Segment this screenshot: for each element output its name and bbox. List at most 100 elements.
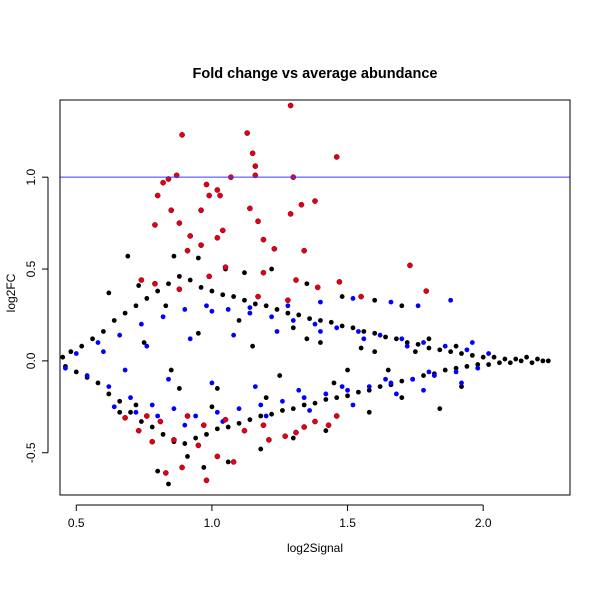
scatter-point-3-12 <box>160 179 166 186</box>
scatter-point-1-130 <box>176 386 182 391</box>
scatter-point-3-71 <box>333 413 340 419</box>
scatter-point-1-131 <box>209 404 215 410</box>
scatter-point-2-47 <box>231 332 237 338</box>
scatter-point-1-31 <box>220 292 226 298</box>
scatter-point-1-92 <box>125 253 131 259</box>
y-tick-label: -0.5 <box>24 442 38 463</box>
scatter-point-2-43 <box>144 343 150 349</box>
scatter-point-1-96 <box>195 255 201 261</box>
scatter-point-1-79 <box>480 354 486 360</box>
scatter-point-1-74 <box>453 365 459 371</box>
scatter-point-2-13 <box>193 413 199 419</box>
scatter-point-2-30 <box>377 332 383 338</box>
scatter-point-2-20 <box>269 314 274 320</box>
scatter-point-1-64 <box>399 378 405 384</box>
scatter-point-1-112 <box>331 380 337 386</box>
scatter-point-1-113 <box>358 345 364 351</box>
scatter-point-1-73 <box>448 349 454 355</box>
scatter-point-1-89 <box>535 356 540 362</box>
scatter-point-1-105 <box>141 340 147 345</box>
scatter-point-3-70 <box>122 414 128 421</box>
scatter-point-1-48 <box>312 400 318 406</box>
scatter-point-2-67 <box>155 413 161 419</box>
scatter-point-3-72 <box>325 422 332 429</box>
y-axis: -0.5 0.0 0.5 1.0 <box>24 168 49 463</box>
scatter-point-2-42 <box>122 367 128 373</box>
scatter-point-1-52 <box>334 395 340 401</box>
scatter-point-1-80 <box>486 362 492 367</box>
y-tick-label: 0.0 <box>24 352 38 369</box>
scatter-point-1-38 <box>258 413 264 419</box>
scatter-point-3-34 <box>301 247 307 254</box>
scatter-point-2-9 <box>149 402 155 408</box>
scatter-point-1-121 <box>258 446 264 452</box>
scatter-point-1-61 <box>383 334 388 340</box>
scatter-point-2-23 <box>301 395 307 401</box>
scatter-point-1-8 <box>95 380 101 386</box>
scatter-point-3-11 <box>173 172 180 179</box>
scatter-series-3 <box>122 102 430 484</box>
scatter-point-1-12 <box>117 398 123 404</box>
scatter-point-1-59 <box>372 330 378 336</box>
scatter-point-3-68 <box>312 418 318 425</box>
scatter-point-2-62 <box>285 303 291 309</box>
scatter-point-2-29 <box>366 384 372 390</box>
scatter-point-3-5 <box>333 154 340 160</box>
scatter-point-1-77 <box>469 352 475 358</box>
scatter-point-2-17 <box>236 406 242 412</box>
scatter-point-2-66 <box>133 409 139 415</box>
scatter-point-1-43 <box>285 310 291 316</box>
scatter-point-1-28 <box>204 431 209 437</box>
scatter-point-3-7 <box>252 172 259 179</box>
scatter-point-2-3 <box>84 373 90 378</box>
x-tick-label: 1.0 <box>204 516 221 530</box>
scatter-point-3-18 <box>312 198 318 204</box>
scatter-point-1-114 <box>385 367 391 373</box>
scatter-point-3-46 <box>358 293 364 300</box>
scatter-point-3-39 <box>293 277 299 283</box>
scatter-point-3-60 <box>195 442 202 449</box>
scatter-point-3-56 <box>282 433 289 440</box>
scatter-point-3-37 <box>260 269 267 276</box>
scatter-point-3-61 <box>214 453 221 460</box>
scatter-point-2-48 <box>252 384 258 390</box>
scatter-point-1-13 <box>122 310 128 316</box>
scatter-point-1-50 <box>323 397 329 402</box>
scatter-point-1-125 <box>399 395 405 401</box>
scatter-point-1-60 <box>377 384 383 390</box>
scatter-point-1-1 <box>60 354 66 360</box>
scatter-point-1-41 <box>274 307 280 312</box>
scatter-point-2-50 <box>296 387 302 393</box>
scatter-point-1-26 <box>193 435 199 441</box>
scatter-point-2-51 <box>318 329 323 334</box>
scatter-point-1-86 <box>518 358 524 364</box>
scatter-point-3-20 <box>198 207 204 214</box>
scatter-point-2-10 <box>160 314 166 320</box>
x-tick-label: 0.5 <box>68 516 85 530</box>
scatter-point-3-59 <box>171 437 177 443</box>
scatter-point-1-47 <box>307 316 312 322</box>
scatter-point-3-2 <box>244 130 251 136</box>
scatter-point-2-26 <box>334 325 340 331</box>
scatter-point-1-23 <box>176 273 182 279</box>
scatter-point-3-1 <box>287 102 294 109</box>
scatter-point-3-6 <box>252 163 259 169</box>
scatter-point-1-101 <box>339 294 345 299</box>
scatter-point-1-30 <box>214 426 220 432</box>
scatter-point-1-116 <box>155 468 161 474</box>
scatter-point-1-135 <box>318 340 323 345</box>
scatter-point-2-19 <box>258 402 264 408</box>
scatter-point-1-128 <box>117 409 123 415</box>
scatter-point-1-127 <box>459 384 464 390</box>
scatter-point-2-57 <box>448 297 454 303</box>
scatter-point-1-46 <box>301 402 307 408</box>
scatter-point-1-120 <box>225 459 231 465</box>
scatter-point-1-25 <box>187 277 193 283</box>
scatter-point-2-46 <box>209 380 215 386</box>
scatter-point-2-21 <box>280 398 285 404</box>
scatter-point-1-27 <box>198 284 204 290</box>
scatter-point-3-25 <box>152 222 158 228</box>
scatter-point-2-25 <box>323 391 329 397</box>
scatter-point-2-35 <box>431 373 437 378</box>
scatter-point-1-123 <box>323 428 329 434</box>
